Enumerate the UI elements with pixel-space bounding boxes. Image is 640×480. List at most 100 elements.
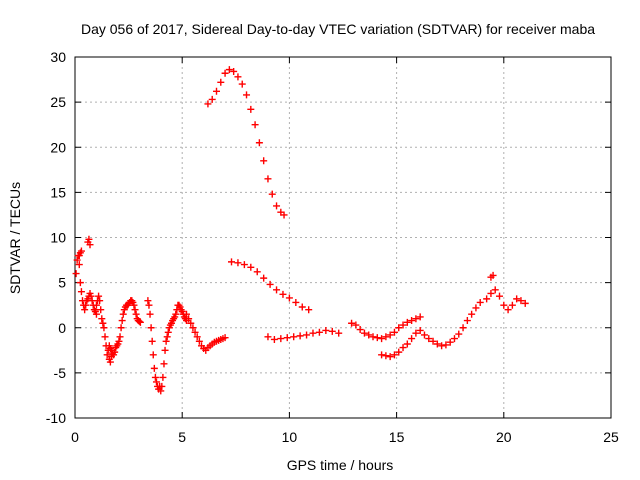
x-tick-label: 0 [71,429,79,445]
x-tick-label: 10 [282,429,298,445]
data-point [185,315,193,323]
series-seg-k [348,313,424,343]
x-tick-label: 15 [389,429,405,445]
y-tick-labels: -10 -5 0 5 10 15 20 25 30 [46,49,66,426]
series-seg-j [264,326,343,343]
data-point [283,334,291,342]
data-point [247,263,255,271]
y-tick-label: -10 [46,410,66,426]
data-point [100,324,108,332]
data-point [148,337,156,345]
data-point [521,299,529,307]
data-point [247,105,255,113]
data-point [433,340,441,348]
data-point [260,157,268,165]
data-point [496,292,504,300]
data-point [296,332,304,340]
chart-title: Day 056 of 2017, Sidereal Day-to-day VTE… [81,21,595,37]
data-point [146,310,154,318]
data-point [163,333,171,341]
data-point [390,328,398,336]
data-point [463,317,471,325]
data-point [309,329,317,337]
data-point [189,324,197,332]
data-point [77,288,85,296]
data-point [403,340,411,348]
data-point [412,329,420,337]
data-point [152,378,160,386]
data-point [106,358,114,366]
data-point [429,337,437,345]
data-point [157,387,165,395]
data-point [365,331,373,339]
data-point [195,337,203,345]
data-point [96,297,104,305]
y-tick-label: 0 [58,320,66,336]
data-point [191,328,199,336]
data-point [303,331,311,339]
series-seg-m [483,286,529,314]
data-point [243,91,251,99]
x-tick-labels: 0 5 10 15 20 25 [71,429,619,445]
data-point [115,337,123,345]
data-point [99,319,107,327]
series-seg-b [75,247,85,260]
data-point [395,324,403,332]
data-point [335,329,343,337]
data-point [386,353,394,361]
data-point [382,352,390,360]
data-point [132,310,140,318]
data-point [75,261,83,269]
data-point [416,313,424,321]
data-point [103,351,111,359]
data-point [373,334,381,342]
data-point [159,373,167,381]
data-point [378,335,386,343]
x-axis-title: GPS time / hours [287,457,394,473]
data-point [187,319,195,327]
data-point [107,353,115,361]
data-point [442,341,450,349]
series-seg-g [182,310,229,354]
data-point [117,324,125,332]
data-point [328,327,336,335]
data-point [118,317,126,325]
data-point [161,346,169,354]
data-point [425,335,433,343]
data-point [298,303,306,311]
data-point [111,348,119,356]
data-point [438,342,446,350]
data-point [73,256,81,264]
data-point [273,286,281,294]
data-point [280,211,288,219]
y-tick-label: 5 [58,275,66,291]
data-point [150,364,158,372]
data-point [378,351,386,359]
data-point [322,326,330,334]
data-point [360,329,368,337]
data-point [382,333,390,341]
data-point [92,301,100,309]
y-tick-label: 10 [50,230,66,246]
axis-ticks [74,56,612,419]
data-point [136,318,144,326]
data-point [408,335,416,343]
data-point [182,310,190,318]
data-point [130,301,138,309]
data-point [87,292,95,300]
data-point [403,318,411,326]
data-point [356,326,364,334]
data-point [264,175,272,183]
series-seg-e [105,353,115,366]
data-point [131,306,139,314]
data-point [348,319,356,327]
series-seg-d [92,292,144,359]
data-point [208,95,216,103]
data-point [81,306,89,314]
data-point [279,290,287,298]
data-point [352,321,360,329]
data-point [390,351,398,359]
data-point [420,331,428,339]
data-point [395,348,403,356]
data-point [489,271,497,279]
